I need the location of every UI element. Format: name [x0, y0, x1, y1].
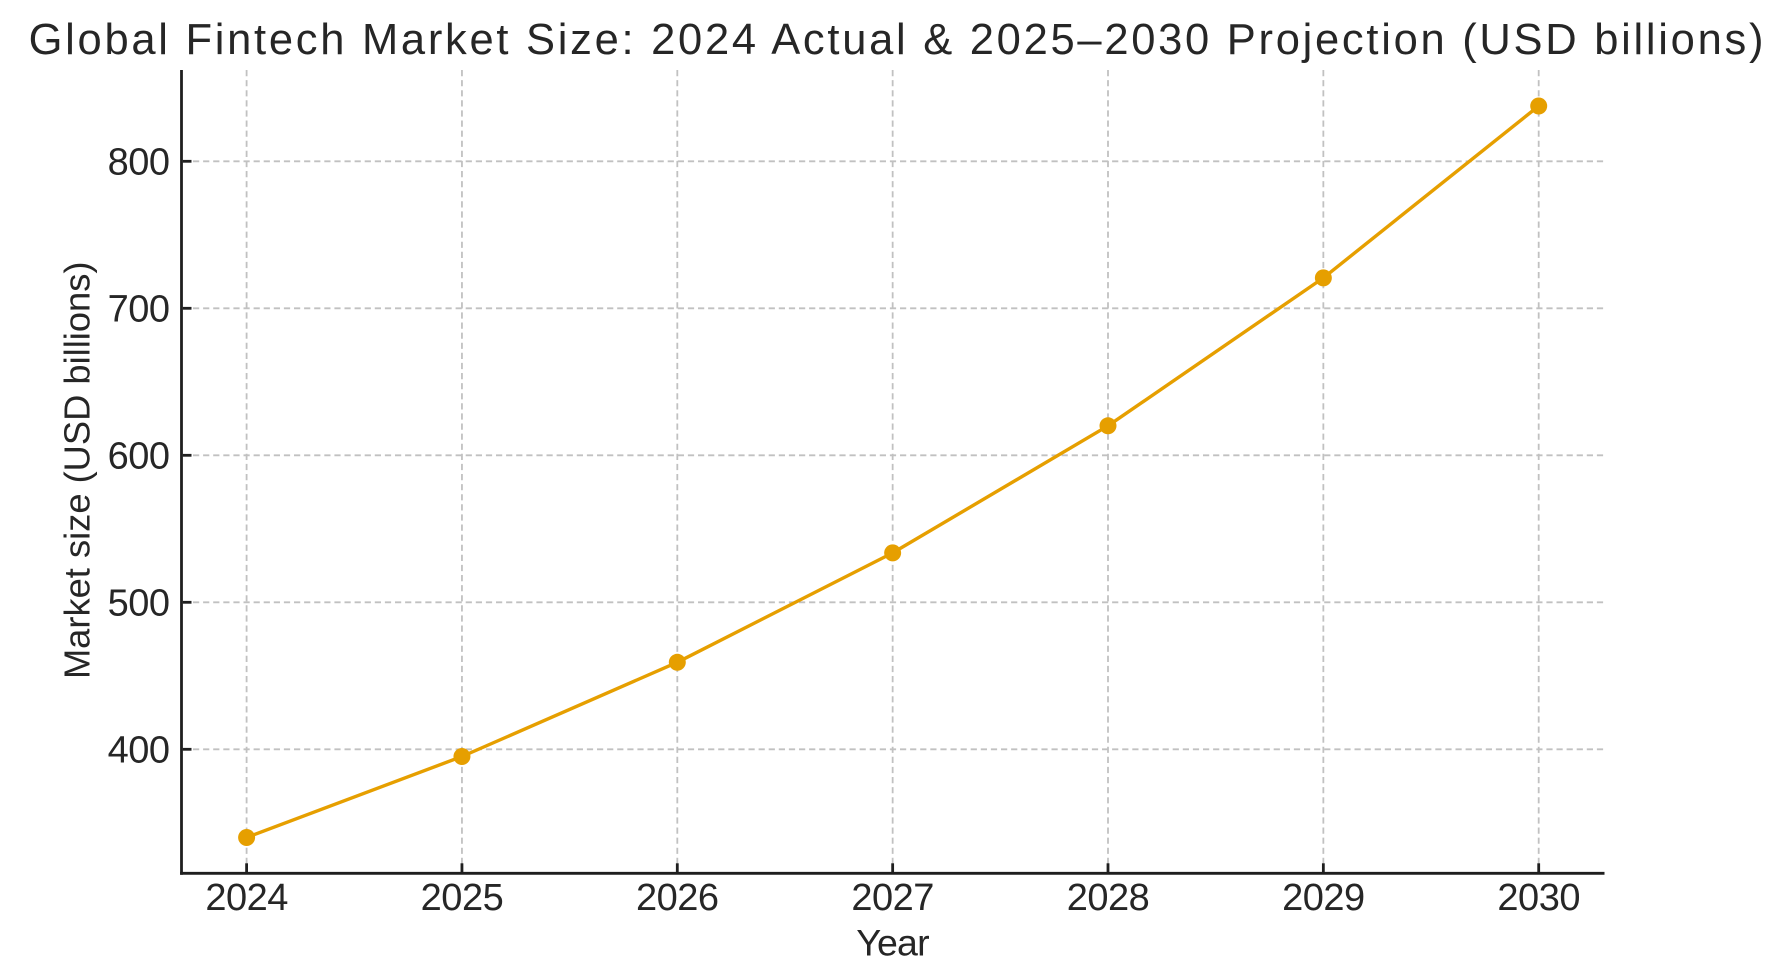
- svg-text:2026: 2026: [636, 877, 719, 919]
- svg-text:400: 400: [108, 730, 170, 772]
- svg-text:800: 800: [108, 142, 170, 184]
- svg-text:600: 600: [108, 436, 170, 478]
- svg-text:2028: 2028: [1067, 877, 1150, 919]
- svg-text:2025: 2025: [421, 877, 504, 919]
- svg-text:Year: Year: [856, 921, 929, 963]
- svg-text:2027: 2027: [851, 877, 934, 919]
- svg-text:500: 500: [108, 583, 170, 625]
- svg-text:700: 700: [108, 289, 170, 331]
- svg-text:Market size (USD billions): Market size (USD billions): [57, 262, 98, 680]
- svg-text:2024: 2024: [205, 877, 288, 919]
- svg-text:2029: 2029: [1282, 877, 1365, 919]
- svg-text:2030: 2030: [1497, 877, 1580, 919]
- svg-text:Global Fintech Market Size: 20: Global Fintech Market Size: 2024 Actual …: [29, 16, 1767, 64]
